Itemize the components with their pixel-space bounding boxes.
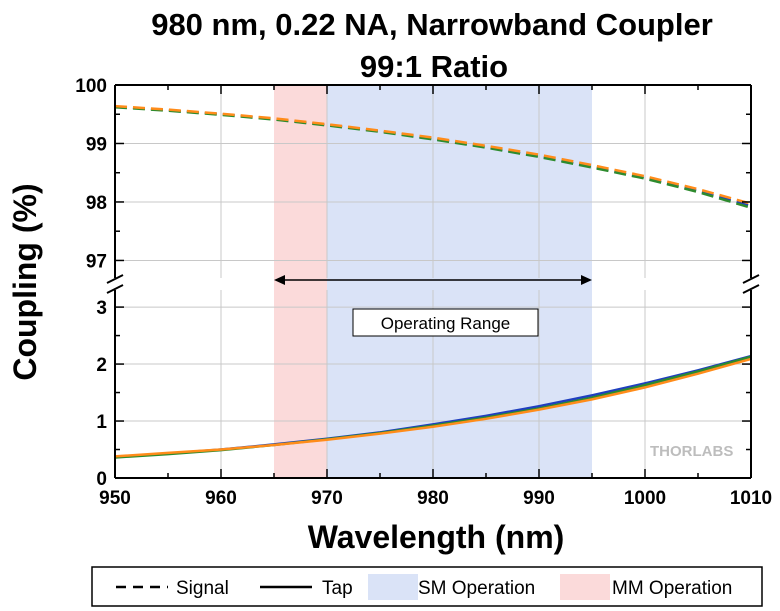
legend-mm-swatch [560, 574, 610, 600]
y-tick-label: 2 [96, 355, 107, 376]
x-tick-label: 950 [99, 488, 131, 509]
data-series [114, 104, 752, 459]
chart-title: 980 nm, 0.22 NA, Narrowband Coupler [151, 7, 713, 42]
legend-tap-label: Tap [322, 578, 353, 599]
x-tick-label: 990 [523, 488, 555, 509]
arrow-head-left [274, 275, 285, 285]
y-tick-label: 100 [75, 76, 107, 97]
legend-sm-swatch [368, 574, 418, 600]
operating-range-label: Operating Range [381, 314, 510, 333]
operation-regions [274, 85, 592, 478]
operating-range-annotation: Operating Range [274, 275, 592, 337]
axis-break-mark-right [742, 274, 760, 284]
x-tick-label: 980 [417, 488, 449, 509]
thorlabs-watermark: THORLABS [650, 443, 733, 460]
y-tick-label: 0 [96, 469, 107, 490]
y-axis-label: Coupling (%) [7, 183, 43, 380]
x-tick-label: 970 [311, 488, 343, 509]
y-tick-label: 98 [86, 193, 107, 214]
y-tick-label: 99 [86, 134, 107, 155]
y-tick-label: 97 [86, 251, 107, 272]
sm-operation-region [327, 85, 592, 478]
y-tick-label: 1 [96, 412, 107, 433]
arrow-head-right [581, 275, 592, 285]
x-tick-label: 1010 [730, 488, 772, 509]
axis-break-mark-left [106, 274, 124, 284]
axis-ticks [114, 84, 752, 479]
axis-break-mark-right [742, 284, 760, 294]
y-tick-label: 3 [96, 298, 107, 319]
x-tick-label: 960 [205, 488, 237, 509]
operating-range-box [352, 308, 539, 337]
tap-line [114, 357, 752, 458]
x-axis-label: Wavelength (nm) [308, 519, 565, 555]
axis-break-mark-left [106, 284, 124, 294]
legend-sm-label: SM Operation [418, 578, 535, 599]
x-tick-label: 1000 [624, 488, 666, 509]
chart-subtitle: 99:1 Ratio [360, 49, 508, 84]
legend-box [91, 566, 763, 607]
legend-signal-label: Signal [176, 578, 229, 599]
legend-mm-label: MM Operation [612, 578, 732, 599]
legend: Signal Tap SM Operation MM Operation [91, 566, 763, 607]
